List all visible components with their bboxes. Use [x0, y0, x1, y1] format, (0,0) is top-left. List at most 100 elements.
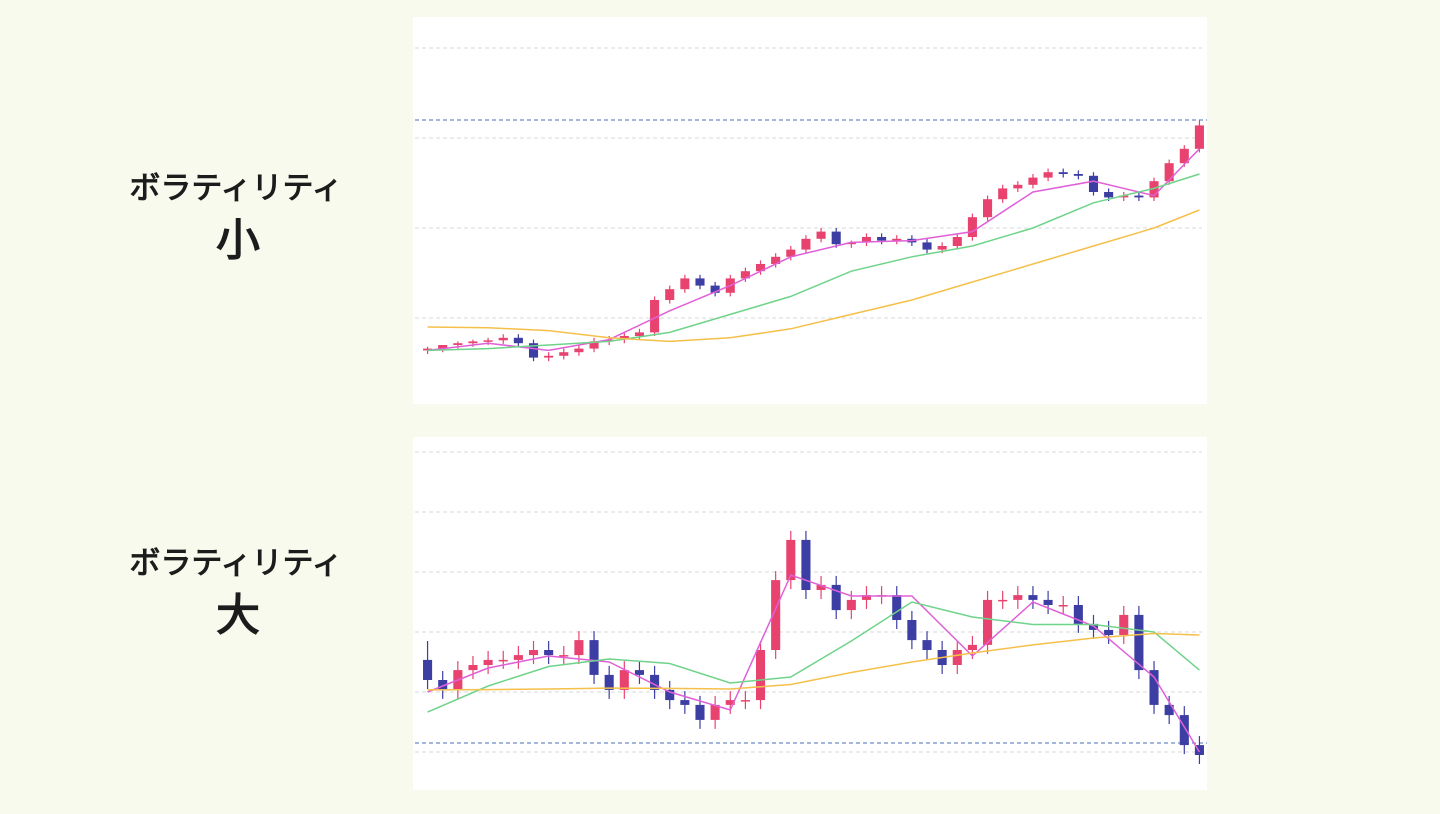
- candle-body: [544, 650, 554, 656]
- candle-body: [892, 595, 902, 620]
- moving-average: [427, 632, 1200, 691]
- candle-body: [574, 640, 584, 656]
- candle-body: [468, 341, 478, 344]
- candle-body: [1134, 614, 1144, 671]
- candle-body: [831, 231, 841, 245]
- candle-body: [650, 300, 660, 333]
- candle-body: [1134, 195, 1144, 198]
- candle-body: [846, 242, 856, 245]
- candle-body: [1028, 177, 1038, 185]
- candle-body: [922, 242, 932, 250]
- candle-body: [665, 289, 675, 300]
- candle-body: [755, 650, 766, 701]
- candle-body: [861, 595, 872, 600]
- candle-body: [1043, 599, 1053, 605]
- candle-body: [786, 539, 796, 581]
- candle-body: [816, 584, 826, 590]
- candle-body: [1179, 148, 1189, 164]
- candle-body: [468, 665, 478, 671]
- candle-body: [634, 670, 644, 675]
- candle-body: [1164, 704, 1174, 716]
- candle-body: [755, 264, 766, 272]
- candle-body: [1149, 670, 1159, 705]
- moving-average: [427, 574, 1201, 753]
- candle-body: [967, 217, 977, 237]
- candle-body: [1058, 605, 1068, 607]
- candle-body: [831, 584, 841, 611]
- moving-average: [427, 148, 1200, 352]
- candle-body: [483, 659, 493, 665]
- candle-body: [513, 337, 523, 344]
- candle-body: [438, 680, 448, 690]
- candle-body: [513, 655, 523, 660]
- candle-body: [559, 352, 569, 356]
- candle-body: [680, 700, 690, 705]
- candle-body: [877, 237, 887, 241]
- candle-body: [1013, 184, 1023, 189]
- candle-body: [1073, 605, 1083, 624]
- candle-body: [695, 278, 705, 286]
- moving-average: [427, 601, 1200, 713]
- candle-body: [1194, 125, 1204, 149]
- candle-body: [528, 650, 539, 656]
- candle-body: [952, 237, 962, 246]
- candle-body: [1149, 181, 1159, 198]
- candle-body: [1058, 172, 1068, 174]
- candle-body: [801, 238, 811, 250]
- candle-body: [1043, 172, 1053, 178]
- chart-title: ボラティリティ: [129, 546, 342, 582]
- candle-body: [1164, 163, 1174, 182]
- candle-body: [1104, 192, 1114, 198]
- candle-body: [937, 246, 947, 250]
- candle-body: [619, 670, 629, 690]
- candle-body: [861, 237, 872, 243]
- candle-body: [665, 689, 675, 701]
- candle-body: [528, 343, 539, 358]
- candle-body: [998, 188, 1008, 200]
- candle-body: [1119, 614, 1129, 635]
- candle-body: [559, 655, 569, 657]
- chart-panel: [413, 437, 1207, 790]
- candle-body: [604, 339, 614, 342]
- candle-body: [967, 644, 977, 650]
- candle-body: [922, 640, 932, 650]
- candle-body: [619, 336, 629, 340]
- chart-subtitle: 小: [216, 215, 260, 266]
- candle-body: [998, 599, 1008, 602]
- candle-body: [952, 650, 962, 665]
- candle-body: [483, 340, 493, 342]
- candle-body: [498, 659, 508, 662]
- candle-body: [453, 343, 463, 345]
- moving-average: [427, 173, 1200, 352]
- candle-body: [1119, 195, 1129, 198]
- candle-body: [801, 539, 811, 590]
- candle-body: [1179, 715, 1189, 746]
- candle-body: [710, 285, 720, 293]
- candle-body: [1028, 595, 1038, 600]
- candle-body: [1013, 595, 1023, 600]
- candle-body: [604, 674, 614, 690]
- candle-body: [544, 355, 554, 358]
- candle-body: [816, 231, 826, 239]
- candle-body: [423, 659, 433, 680]
- candle-body: [1104, 629, 1114, 635]
- candle-body: [771, 580, 781, 650]
- candle-body: [1194, 745, 1204, 755]
- candle-body: [740, 271, 750, 279]
- candle-body: [983, 599, 993, 645]
- candle-body: [1088, 175, 1099, 192]
- candle-body: [771, 256, 781, 264]
- chart-subtitle: 大: [216, 590, 260, 641]
- chart-title: ボラティリティ: [129, 171, 342, 207]
- candle-body: [846, 599, 856, 611]
- candle-body: [695, 704, 705, 720]
- moving-average: [427, 209, 1200, 343]
- candle-body: [710, 704, 720, 720]
- candle-body: [892, 238, 902, 241]
- candle-body: [423, 348, 433, 351]
- candle-body: [634, 332, 644, 336]
- candle-body: [725, 700, 735, 705]
- candle-body: [589, 640, 599, 675]
